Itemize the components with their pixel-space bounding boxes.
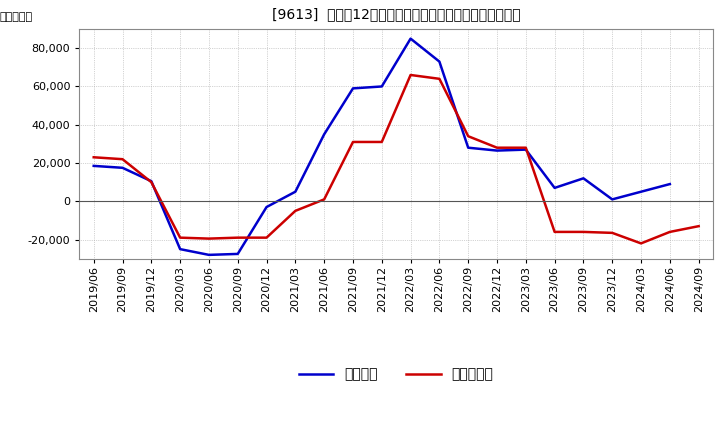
経常利益 <box>521 147 530 152</box>
経常利益 <box>377 84 386 89</box>
当期純利益 <box>435 76 444 81</box>
当期純利益 <box>406 72 415 77</box>
経常利益 <box>406 36 415 41</box>
当期純利益 <box>636 241 645 246</box>
当期純利益 <box>118 157 127 162</box>
経常利益 <box>204 252 213 257</box>
当期純利益 <box>521 145 530 150</box>
当期純利益 <box>579 229 588 235</box>
当期純利益 <box>694 224 703 229</box>
当期純利益 <box>665 229 674 235</box>
当期純利益 <box>204 236 213 241</box>
当期純利益 <box>348 139 357 145</box>
当期純利益 <box>233 235 242 240</box>
当期純利益 <box>291 208 300 213</box>
Line: 経常利益: 経常利益 <box>94 39 670 255</box>
経常利益 <box>348 86 357 91</box>
経常利益 <box>320 132 328 137</box>
経常利益 <box>89 163 98 169</box>
当期純利益 <box>608 230 616 235</box>
経常利益 <box>550 185 559 191</box>
Y-axis label: （百万円）: （百万円） <box>0 12 32 22</box>
経常利益 <box>608 197 616 202</box>
Legend: 経常利益, 当期純利益: 経常利益, 当期純利益 <box>293 362 499 387</box>
経常利益 <box>176 246 184 252</box>
経常利益 <box>665 181 674 187</box>
経常利益 <box>492 148 501 153</box>
当期純利益 <box>262 235 271 240</box>
当期純利益 <box>377 139 386 145</box>
当期純利益 <box>176 235 184 240</box>
当期純利益 <box>147 180 156 185</box>
経常利益 <box>262 205 271 210</box>
経常利益 <box>464 145 472 150</box>
経常利益 <box>579 176 588 181</box>
当期純利益 <box>550 229 559 235</box>
経常利益 <box>118 165 127 170</box>
当期純利益 <box>464 134 472 139</box>
経常利益 <box>233 251 242 257</box>
経常利益 <box>147 179 156 184</box>
Title: [9613]  利益だ12か月移動合計の対前年同期増減額の推移: [9613] 利益だ12か月移動合計の対前年同期増減額の推移 <box>272 7 521 21</box>
経常利益 <box>435 59 444 64</box>
当期純利益 <box>320 197 328 202</box>
経常利益 <box>636 189 645 194</box>
Line: 当期純利益: 当期純利益 <box>94 75 698 243</box>
経常利益 <box>291 189 300 194</box>
当期純利益 <box>492 145 501 150</box>
当期純利益 <box>89 154 98 160</box>
